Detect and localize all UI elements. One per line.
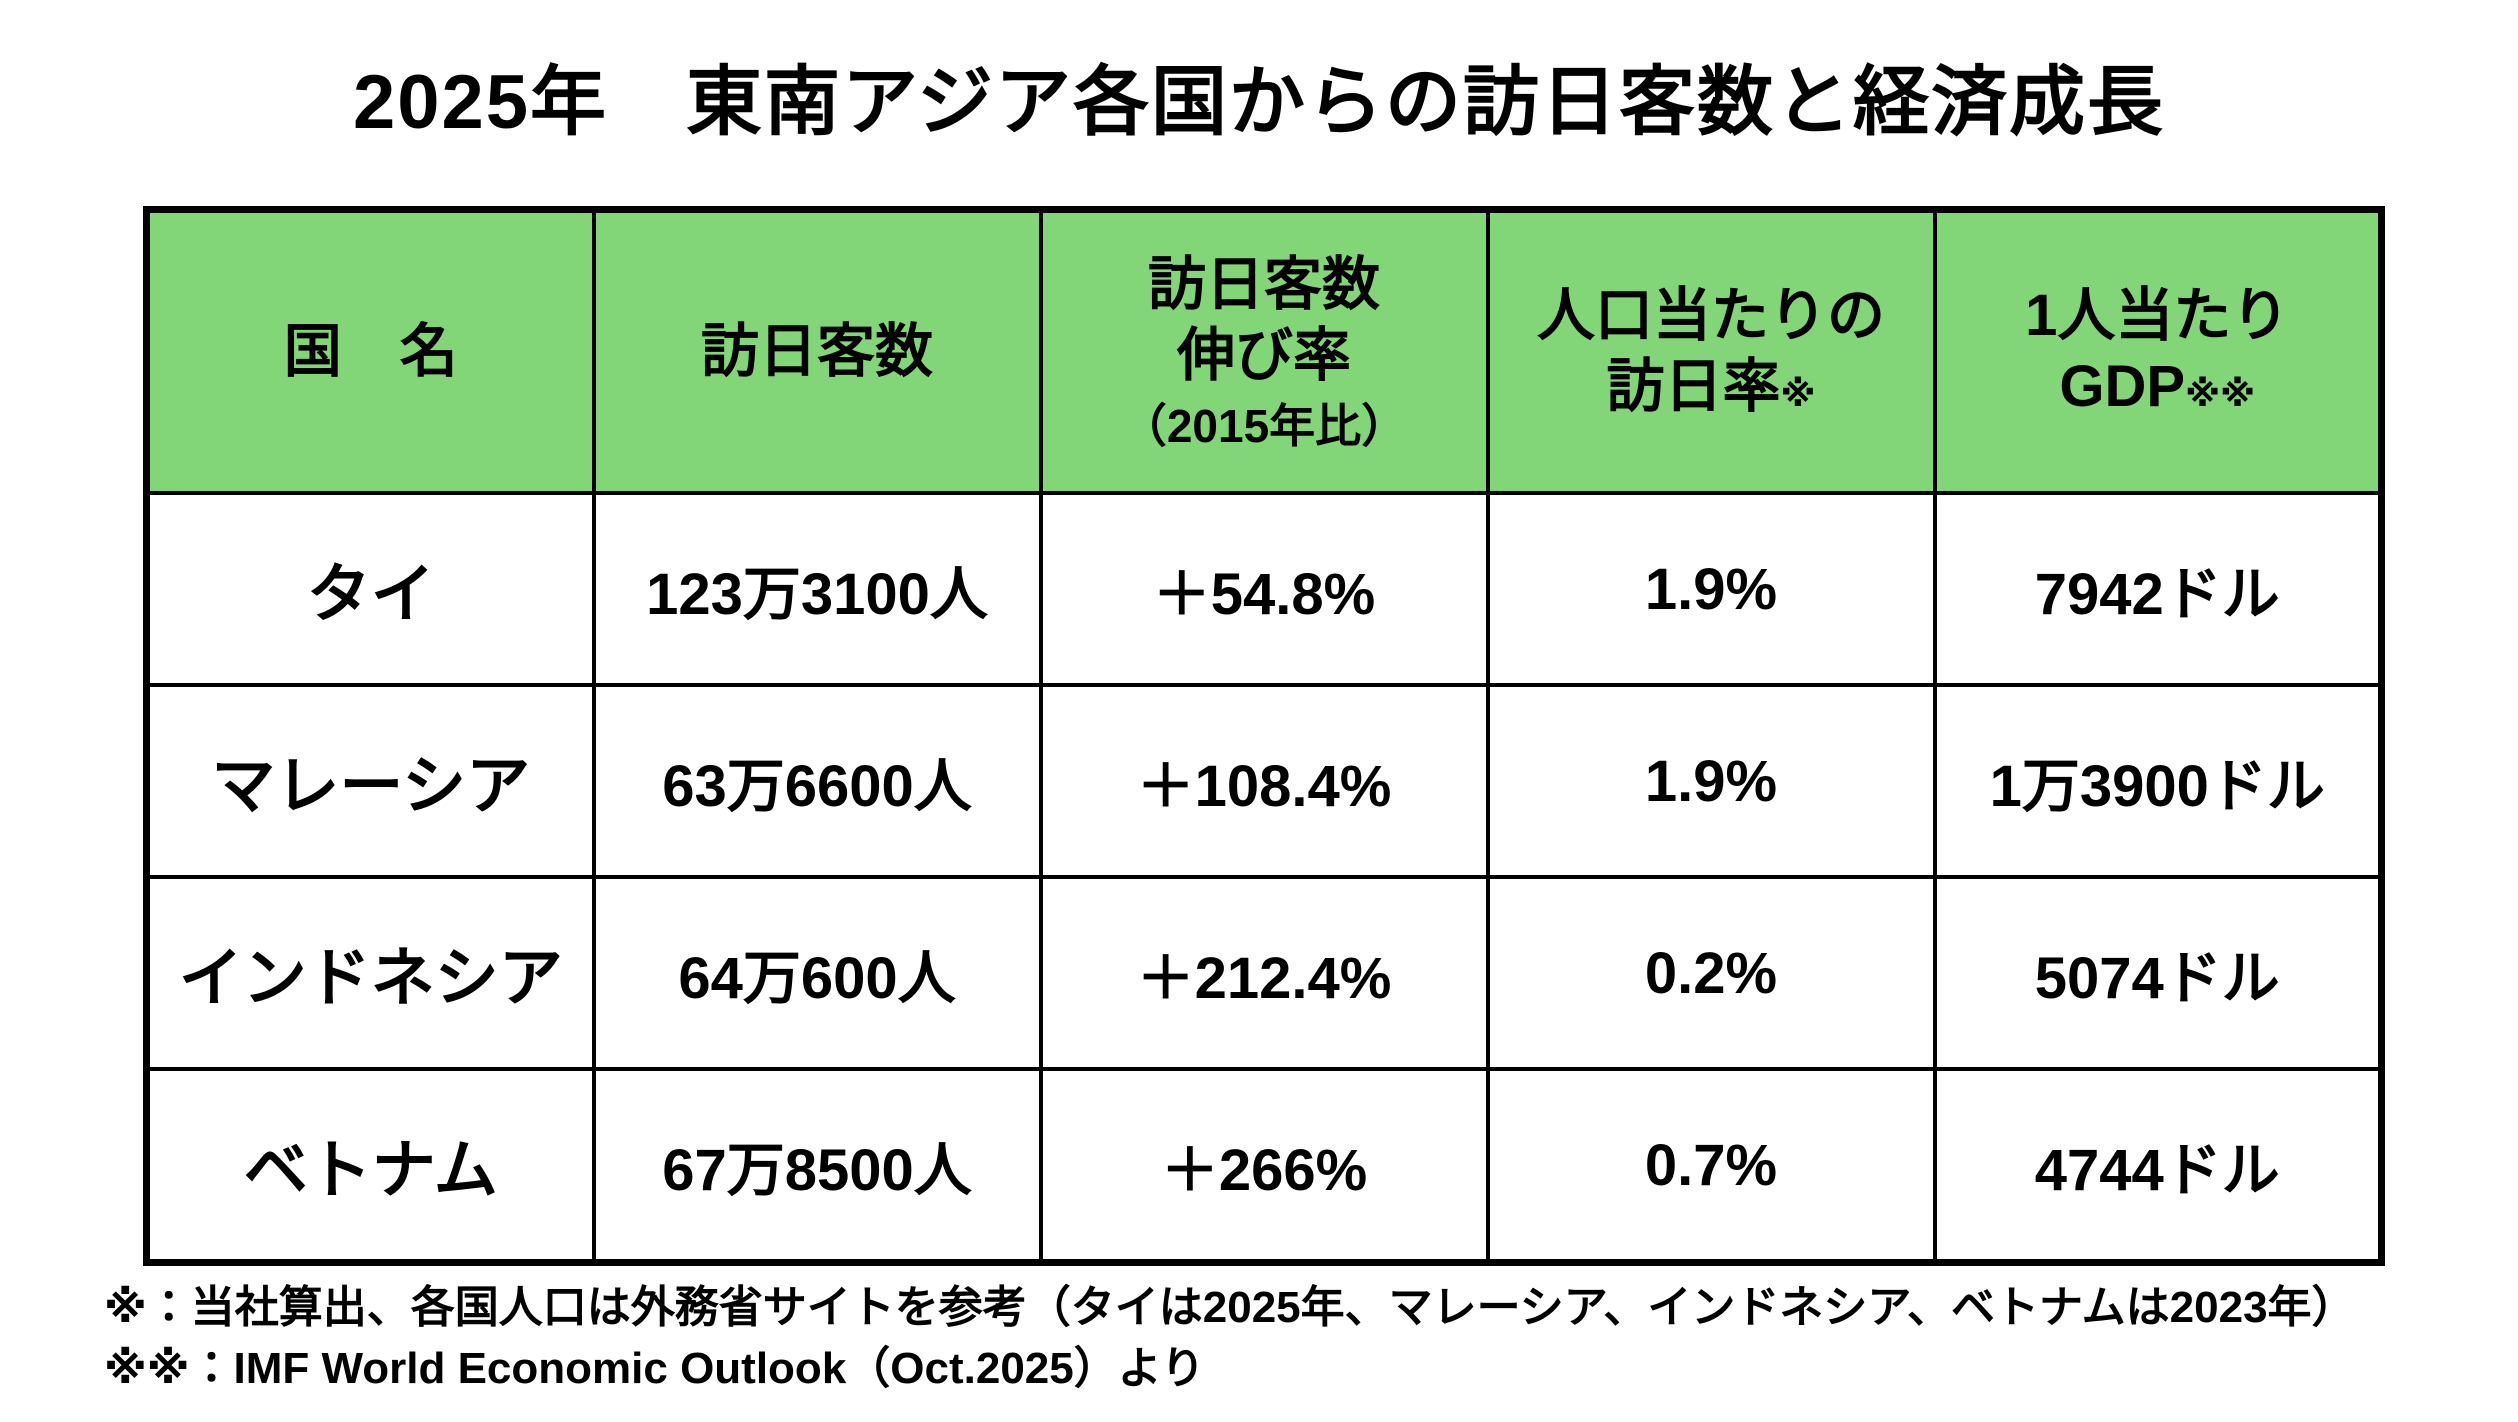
- visitors-cell: 64万600人: [591, 875, 1043, 1071]
- visitors-economy-table: 国 名 訪日客数 訪日客数 伸び率 （2015年比） 人口当たりの 訪日率※ 1…: [143, 206, 2385, 1266]
- header-country: 国 名: [144, 207, 596, 495]
- footnote-line-2: ※※：IMF World Economic Outlook（Oct.2025）よ…: [104, 1343, 1205, 1393]
- table-row-thailand: タイ 123万3100人 ＋54.8% 1.9% 7942ドル: [144, 491, 2384, 687]
- gdp-cell: 4744ドル: [1932, 1067, 2384, 1265]
- country-cell: インドネシア: [144, 875, 596, 1071]
- header-country-label: 国 名: [283, 318, 458, 384]
- table-row-malaysia: マレーシア 63万6600人 ＋108.4% 1.9% 1万3900ドル: [144, 683, 2384, 879]
- growth-cell: ＋108.4%: [1038, 683, 1490, 879]
- visitors-cell: 63万6600人: [591, 683, 1043, 879]
- gdp-cell: 7942ドル: [1932, 491, 2384, 687]
- table-row-indonesia: インドネシア 64万600人 ＋212.4% 0.2% 5074ドル: [144, 875, 2384, 1071]
- growth-cell: ＋266%: [1038, 1067, 1490, 1265]
- growth-cell: ＋212.4%: [1038, 875, 1490, 1071]
- growth-cell: ＋54.8%: [1038, 491, 1490, 687]
- footnote-mark-single: ※: [1780, 373, 1816, 414]
- footnote-mark-double: ※※: [2185, 373, 2256, 414]
- visit-rate-cell: 1.9%: [1485, 683, 1937, 879]
- header-visit-rate: 人口当たりの 訪日率※: [1485, 207, 1937, 495]
- table-header-row: 国 名 訪日客数 訪日客数 伸び率 （2015年比） 人口当たりの 訪日率※ 1…: [144, 207, 2384, 495]
- page-title: 2025年 東南アジア各国からの訪日客数と経済成長: [352, 60, 2166, 145]
- country-cell: ベトナム: [144, 1067, 596, 1265]
- table-row-vietnam: ベトナム 67万8500人 ＋266% 0.7% 4744ドル: [144, 1067, 2384, 1265]
- footnote-line-1: ※：当社算出、各国人口は外務省サイトを参考（タイは2025年、マレーシア、インド…: [104, 1283, 2356, 1332]
- country-cell: タイ: [144, 491, 596, 687]
- header-visitors-label: 訪日客数: [700, 318, 933, 384]
- visit-rate-cell: 1.9%: [1485, 491, 1937, 687]
- visitors-cell: 123万3100人: [591, 491, 1043, 687]
- country-cell: マレーシア: [144, 683, 596, 879]
- gdp-cell: 5074ドル: [1932, 875, 2384, 1071]
- header-gdp: 1人当たり GDP※※: [1932, 207, 2384, 495]
- visit-rate-cell: 0.7%: [1485, 1067, 1937, 1265]
- footnotes: ※：当社算出、各国人口は外務省サイトを参考（タイは2025年、マレーシア、インド…: [104, 1278, 2356, 1399]
- header-visitors: 訪日客数: [591, 207, 1043, 495]
- header-growth: 訪日客数 伸び率 （2015年比）: [1038, 207, 1490, 495]
- gdp-cell: 1万3900ドル: [1932, 683, 2384, 879]
- header-growth-basis: （2015年比）: [1120, 399, 1408, 452]
- visitors-cell: 67万8500人: [591, 1067, 1043, 1265]
- visit-rate-cell: 0.2%: [1485, 875, 1937, 1071]
